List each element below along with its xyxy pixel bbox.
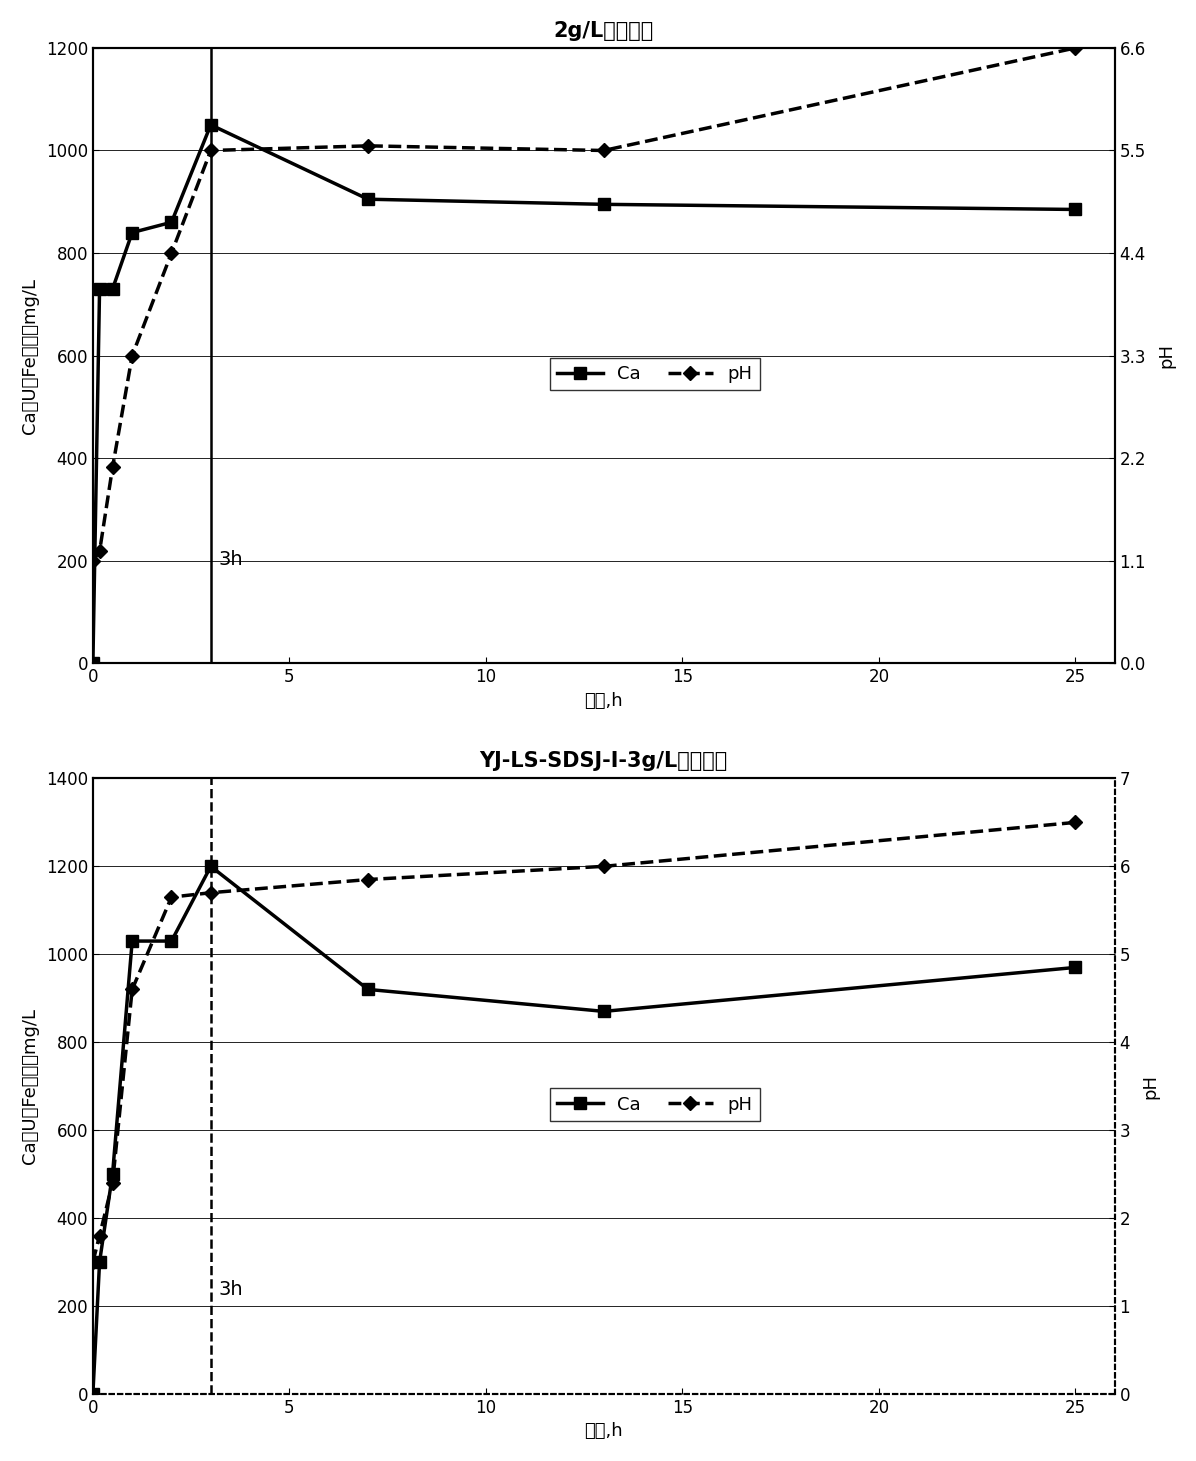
pH	[92, 542, 106, 560]
Ca	[92, 281, 106, 298]
Ca	[361, 190, 376, 207]
Title: 2g/L硫酸溶液: 2g/L硫酸溶液	[554, 20, 654, 41]
pH	[164, 244, 178, 262]
Y-axis label: pH: pH	[1158, 343, 1176, 368]
pH	[126, 346, 140, 364]
X-axis label: 时间,h: 时间,h	[585, 691, 623, 710]
Y-axis label: Ca、U、Fe含量，mg/L: Ca、U、Fe含量，mg/L	[20, 278, 38, 434]
Text: 3h: 3h	[219, 549, 243, 568]
Ca	[164, 213, 178, 231]
Line: pH: pH	[89, 42, 1080, 565]
Legend: Ca, pH: Ca, pH	[550, 1088, 759, 1121]
Ca	[86, 1385, 100, 1403]
X-axis label: 时间,h: 时间,h	[585, 1422, 623, 1441]
Ca	[597, 196, 611, 213]
Line: Ca: Ca	[87, 861, 1081, 1400]
Y-axis label: Ca、U、Fe含量，mg/L: Ca、U、Fe含量，mg/L	[20, 1008, 38, 1164]
pH	[86, 552, 100, 570]
Legend: Ca, pH: Ca, pH	[550, 358, 759, 390]
Ca	[86, 655, 100, 672]
pH	[203, 884, 218, 901]
pH	[361, 871, 376, 888]
Ca	[203, 858, 218, 875]
pH	[1068, 814, 1082, 831]
Ca	[164, 932, 178, 950]
pH	[86, 1254, 100, 1271]
Text: 3h: 3h	[219, 1280, 243, 1299]
Ca	[361, 980, 376, 998]
Ca	[92, 1254, 106, 1271]
pH	[164, 888, 178, 906]
Line: pH: pH	[89, 818, 1080, 1267]
pH	[597, 858, 611, 875]
Ca	[1068, 958, 1082, 976]
pH	[126, 980, 140, 998]
pH	[1068, 39, 1082, 57]
Ca	[597, 1002, 611, 1020]
Line: Ca: Ca	[87, 120, 1081, 669]
Y-axis label: pH: pH	[1141, 1074, 1159, 1099]
pH	[203, 142, 218, 159]
Title: YJ-LS-SDSJ-Ⅰ-3g/L硫酸溶液: YJ-LS-SDSJ-Ⅰ-3g/L硫酸溶液	[480, 751, 728, 771]
Ca	[105, 281, 120, 298]
Ca	[105, 1166, 120, 1183]
Ca	[126, 932, 140, 950]
Ca	[1068, 200, 1082, 218]
pH	[92, 1227, 106, 1245]
Ca	[203, 115, 218, 133]
pH	[597, 142, 611, 159]
pH	[105, 459, 120, 476]
pH	[361, 137, 376, 155]
pH	[105, 1175, 120, 1192]
Ca	[126, 224, 140, 241]
